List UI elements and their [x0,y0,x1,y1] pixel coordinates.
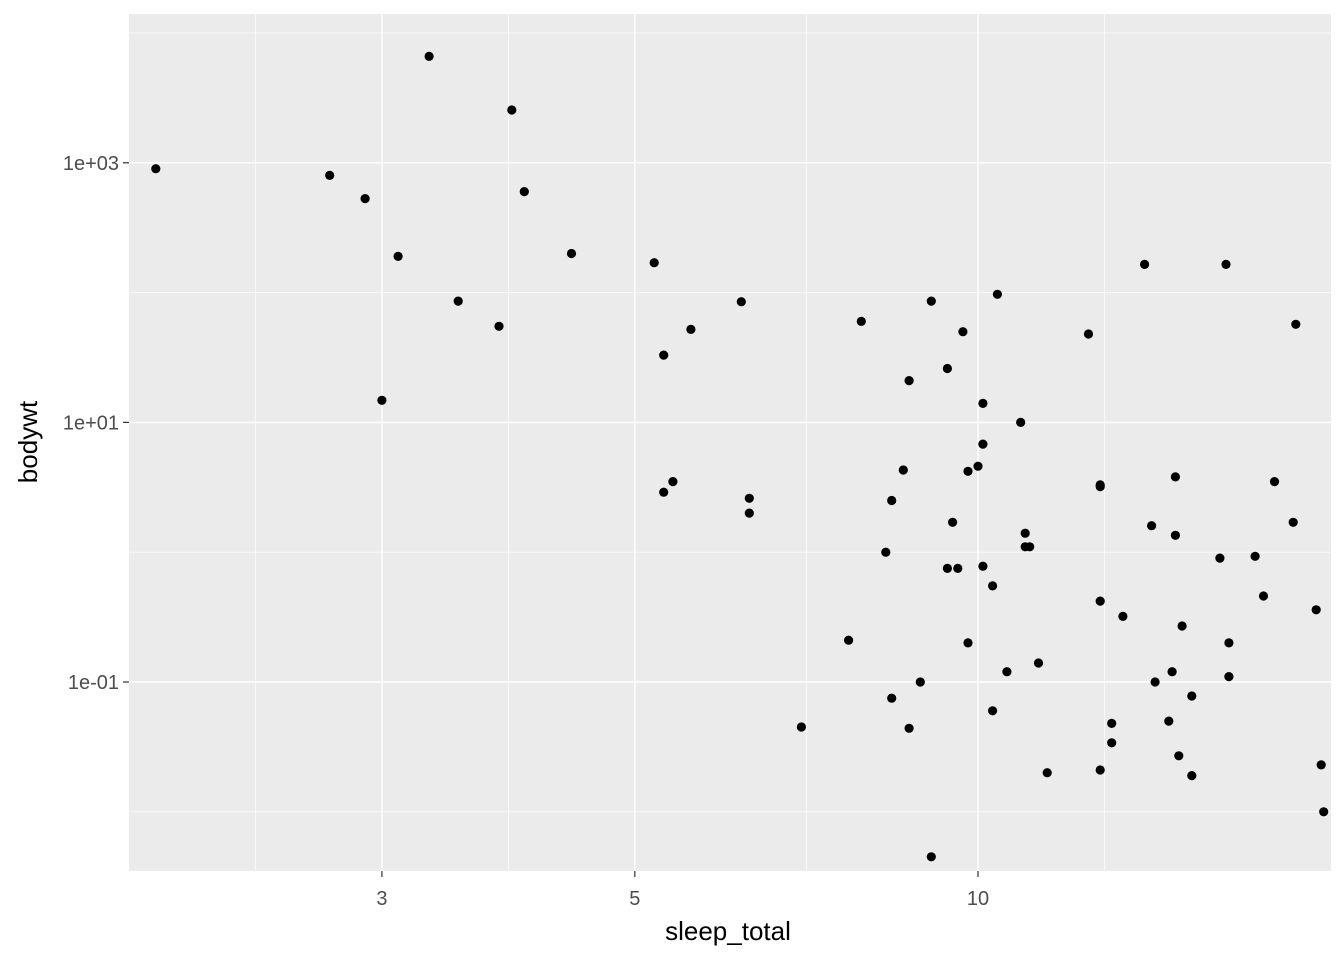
data-point [1083,329,1094,339]
data-point [325,170,335,180]
data-point [744,508,754,518]
data-point [1288,517,1298,527]
data-point [963,638,973,648]
y-tick-label: 1e+01 [63,412,119,434]
x-tick-label: 3 [376,888,387,910]
data-point [1187,691,1197,701]
x-tick-label: 10 [967,888,989,910]
major-gridlines [129,14,1331,871]
data-point [973,461,983,471]
data-point [1170,530,1180,540]
data-points [151,51,1329,862]
y-tick-label: 1e-01 [68,672,119,694]
data-point [1033,658,1044,668]
data-point [1025,542,1035,552]
data-point [494,321,504,331]
data-point [978,439,988,449]
data-point [942,363,953,374]
y-axis: 1e-01 1e+01 1e+03 [63,153,129,694]
data-point [1167,667,1177,677]
x-axis: 3 5 10 [376,871,989,910]
data-point [887,693,897,703]
data-point [844,635,854,645]
data-point [856,316,866,326]
data-point [1224,672,1234,682]
data-point [948,517,958,527]
data-point [659,487,669,497]
y-tick-label: 1e+03 [63,153,119,175]
data-point [992,289,1003,299]
plot-panel [129,14,1331,871]
minor-gridlines [129,14,1331,871]
data-point [1095,596,1105,606]
data-point [686,324,696,334]
data-point [1107,718,1117,729]
data-point [1291,319,1301,329]
data-point [926,296,936,306]
data-point [915,677,925,687]
data-point [988,706,998,716]
data-point [1140,259,1150,269]
data-point [1174,751,1184,761]
data-point [1016,417,1026,427]
data-point [393,251,403,261]
data-point [519,187,529,197]
data-point [881,547,891,557]
data-point [963,466,973,476]
y-axis-title: bodywt [13,400,43,483]
data-point [898,465,908,475]
data-point [566,248,577,259]
data-point [988,581,998,591]
data-point [926,852,936,862]
data-point [1095,765,1105,775]
data-point [1164,716,1174,726]
data-point [1002,667,1012,677]
data-point [1269,477,1280,487]
data-point [744,493,754,503]
data-point [1147,521,1157,531]
data-point [736,297,746,307]
data-point [1107,738,1117,748]
data-point [1095,482,1105,492]
data-point [1187,771,1197,781]
data-point [1020,528,1030,538]
data-point [668,477,678,487]
data-point [453,296,463,306]
data-point [1150,677,1160,687]
data-point [360,194,370,204]
data-point [1258,591,1269,601]
data-point [1118,611,1128,622]
data-point [649,258,659,268]
data-point [1177,621,1187,631]
data-point [507,105,517,115]
data-point [978,398,988,408]
data-point [1319,807,1329,817]
data-point [1215,553,1225,563]
x-axis-title: sleep_total [665,916,791,946]
data-point [796,722,807,732]
x-tick-label: 5 [629,888,640,910]
data-point [659,350,669,360]
data-point [904,723,914,733]
data-point [1250,551,1260,561]
data-point [1042,768,1052,778]
data-point [958,327,968,337]
data-point [424,51,434,62]
data-point [953,563,963,574]
data-point [377,395,387,405]
data-point [1311,605,1321,615]
data-point [151,164,161,174]
data-point [1221,259,1231,269]
data-point [942,563,953,574]
data-point [978,561,988,571]
data-point [1316,760,1326,770]
data-point [1224,638,1234,648]
data-point [1170,472,1180,482]
data-point [887,495,897,506]
data-point [904,376,914,386]
